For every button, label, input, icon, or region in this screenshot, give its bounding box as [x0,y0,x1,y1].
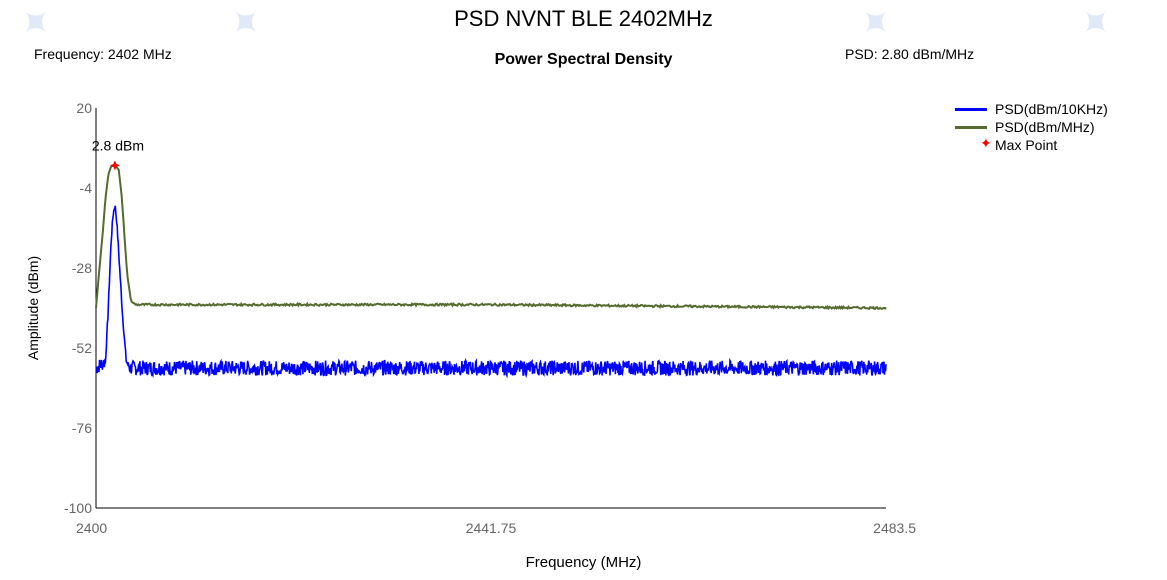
legend-label: PSD(dBm/10KHz) [995,101,1108,117]
legend-swatch-blue [955,108,987,111]
y-tick-label: -100 [64,500,92,516]
max-point-annotation: 2.8 dBm [92,137,144,153]
legend-swatch-green [955,126,987,129]
series-line-psd-mhz [95,164,887,311]
series-line-psd-10khz [95,205,887,379]
legend-label: PSD(dBm/MHz) [995,119,1095,135]
y-tick-label: 20 [76,100,92,116]
x-tick-label: 2483.5 [873,520,916,536]
psd-readout: PSD: 2.80 dBm/MHz [845,46,975,62]
max-point-marker-icon: ✦ [980,135,992,151]
y-tick-label: -28 [72,260,92,276]
y-tick-label: -52 [72,340,92,356]
x-tick-label: 2441.75 [466,520,517,536]
x-axis-label: Frequency (MHz) [525,554,642,571]
chart-title: Power Spectral Density [494,51,673,68]
frequency-readout: Frequency: 2402 MHz [34,46,172,62]
legend-label: Max Point [995,137,1058,153]
y-axis-label: Amplitude (dBm) [25,255,41,361]
y-tick-label: -4 [80,180,93,196]
y-tick-label: -76 [72,420,92,436]
max-point-marker [109,160,120,171]
x-tick-label: 2400 [76,520,107,536]
page-title: PSD NVNT BLE 2402MHz [454,6,713,31]
